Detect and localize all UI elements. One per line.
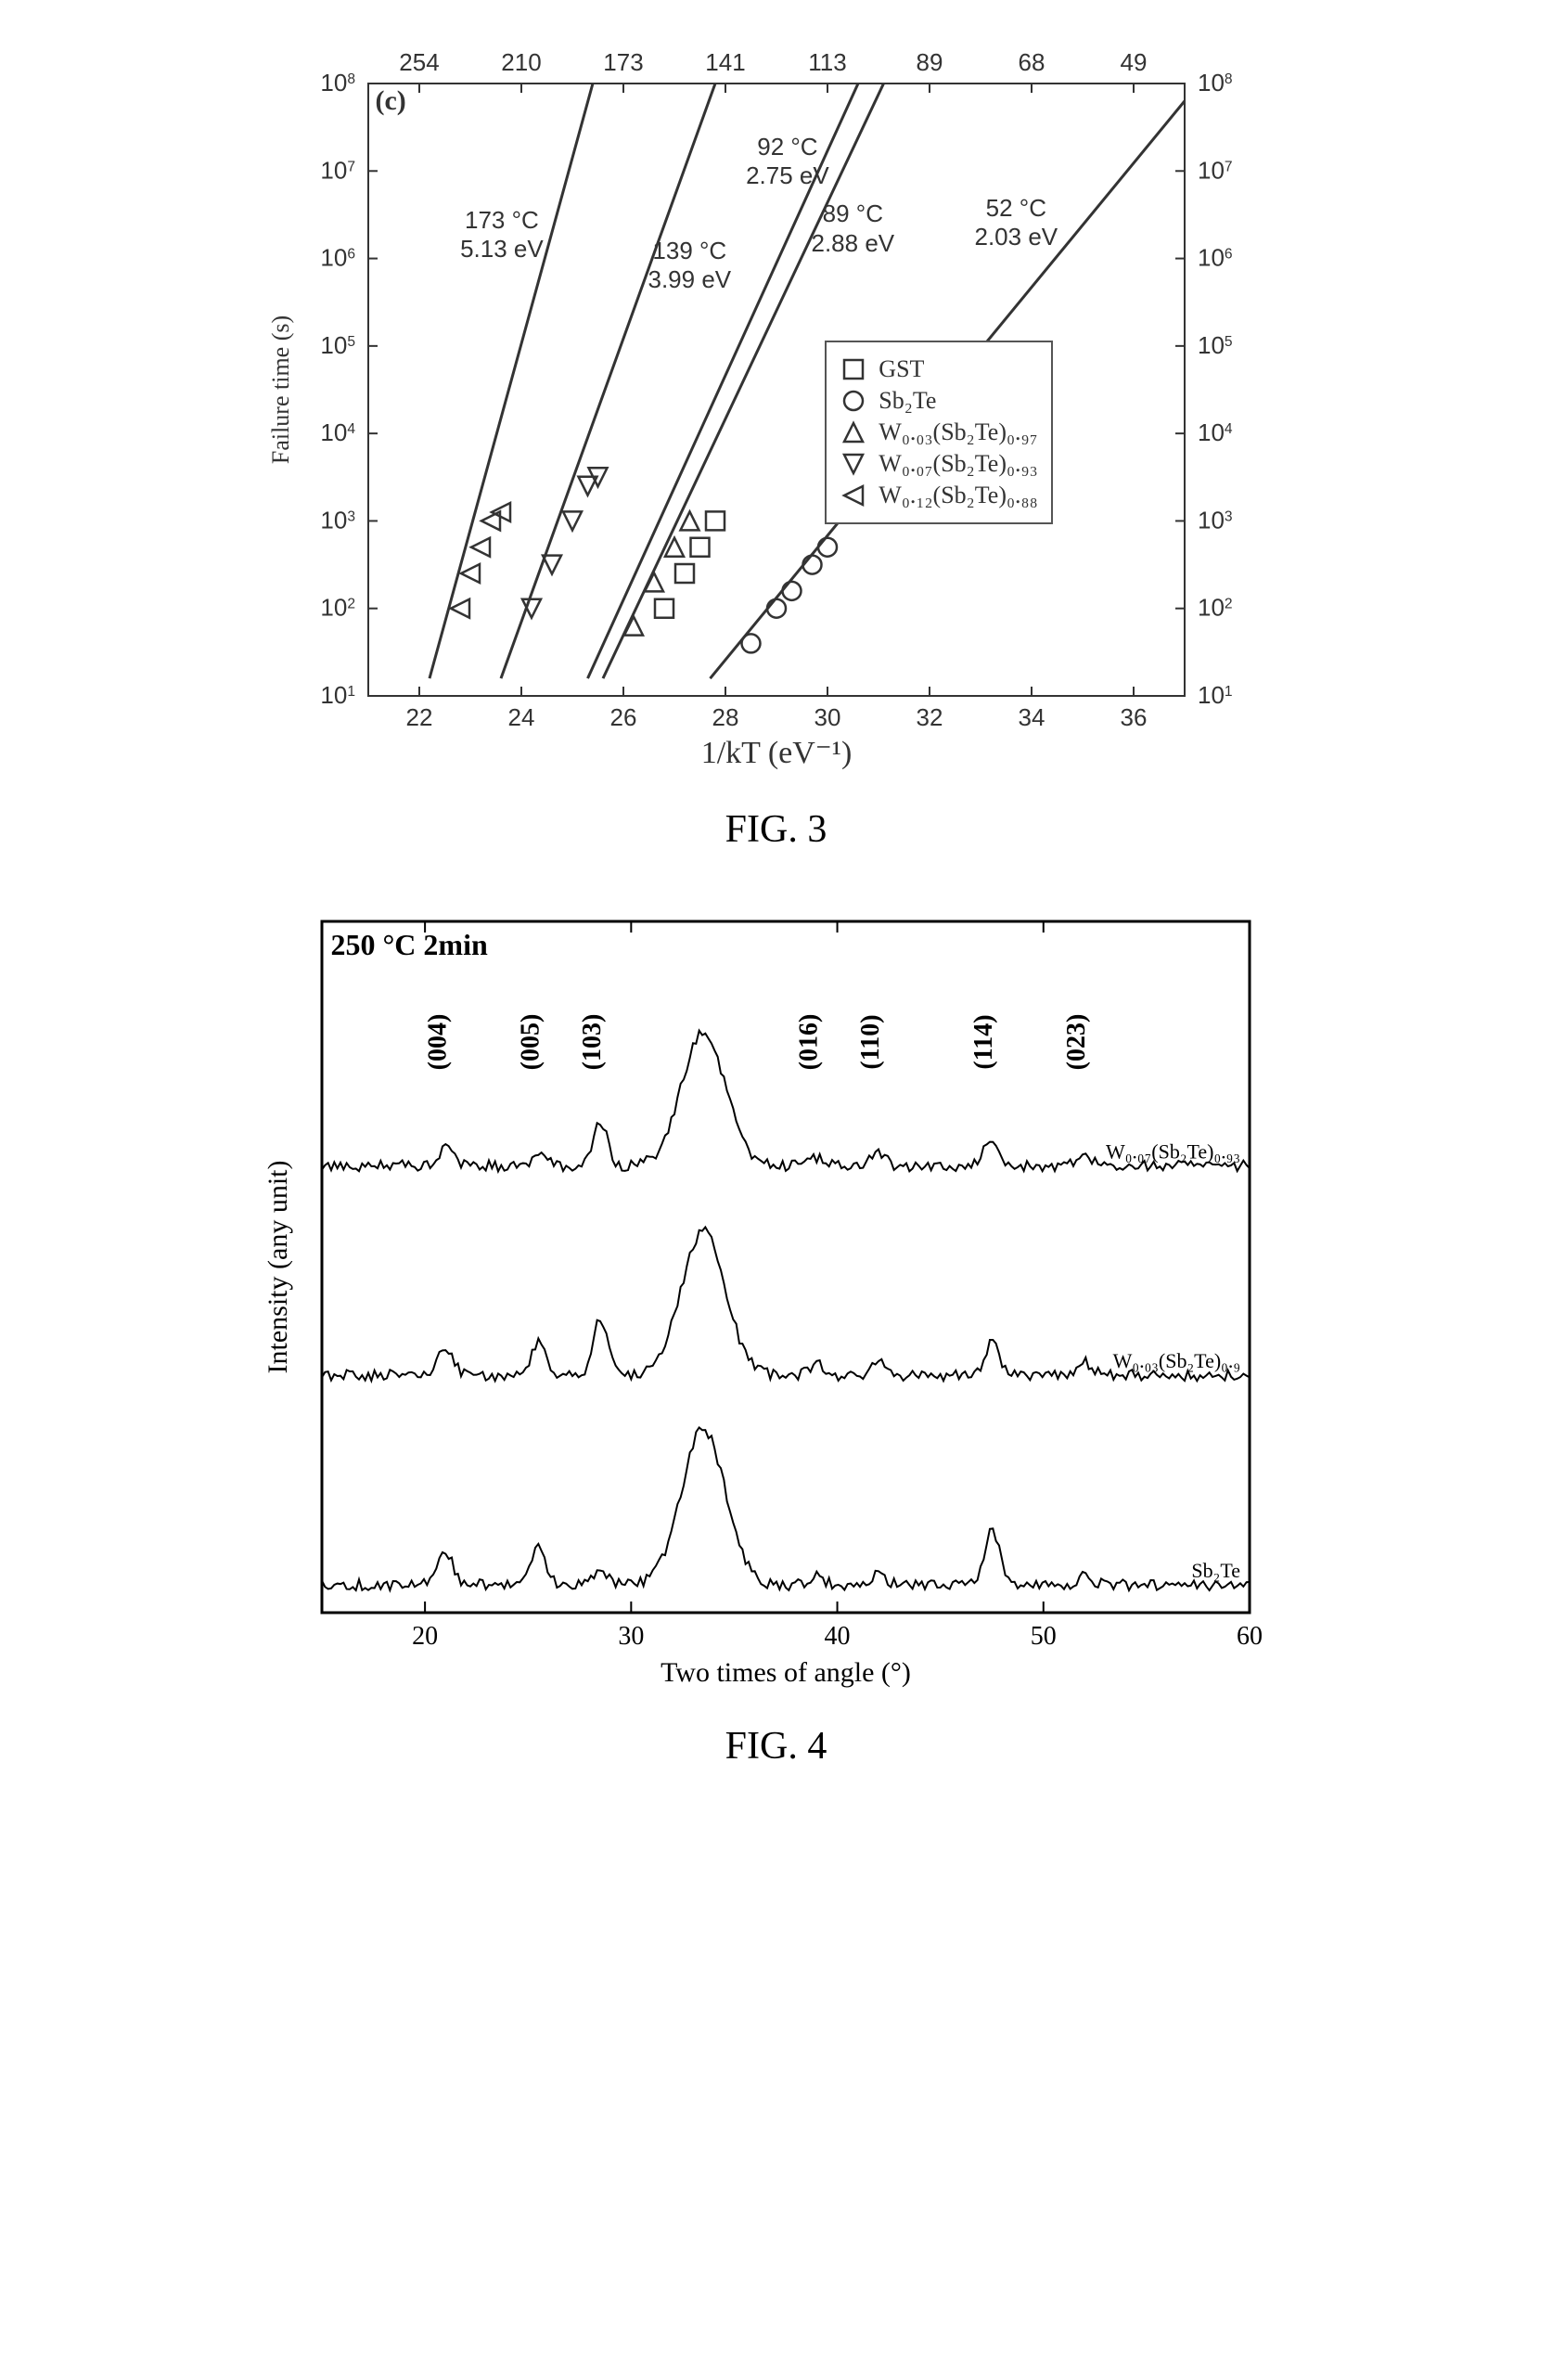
- svg-text:102: 102: [1198, 594, 1233, 622]
- svg-text:30: 30: [618, 1622, 644, 1651]
- svg-text:105: 105: [320, 331, 355, 359]
- svg-text:(103): (103): [578, 1014, 607, 1071]
- svg-text:105: 105: [1198, 331, 1233, 359]
- fig3-caption: FIG. 3: [266, 807, 1287, 852]
- svg-text:102: 102: [320, 594, 355, 622]
- svg-text:(004): (004): [423, 1014, 452, 1071]
- chart-annotation: 173 °C5.13 eV: [460, 206, 544, 264]
- svg-text:30: 30: [814, 703, 840, 731]
- svg-text:106: 106: [1198, 244, 1233, 272]
- svg-text:24: 24: [507, 703, 534, 731]
- figure-4: 20 30 40 50 60 Two times of angle (°) Intensit…: [266, 907, 1287, 1769]
- legend-item: W₀.₀₃(Sb₂Te)₀.₉₇: [840, 418, 1037, 446]
- svg-text:36: 36: [1120, 703, 1147, 731]
- svg-text:104: 104: [320, 418, 355, 446]
- chart-annotation: 89 °C2.88 eV: [812, 199, 895, 257]
- svg-text:W₀.₀₇(Sb₂Te)₀.₉₃: W₀.₀₇(Sb₂Te)₀.₉₃: [1105, 1139, 1239, 1163]
- fig3-chart: 22 24 26 28 30 32 34 36 254 210 173 141 113 89 68 49 101…: [266, 37, 1287, 779]
- legend-label: W₀.₀₇(Sb₂Te)₀.₉₃: [879, 450, 1037, 478]
- svg-text:103: 103: [320, 506, 355, 534]
- legend-label: W₀.₁₂(Sb₂Te)₀.₈₈: [879, 482, 1037, 509]
- svg-text:108: 108: [1198, 69, 1233, 96]
- svg-text:108: 108: [320, 69, 355, 96]
- svg-text:W₀.₀₃(Sb₂Te)₀.₉: W₀.₀₃(Sb₂Te)₀.₉: [1112, 1349, 1239, 1372]
- svg-text:50: 50: [1030, 1622, 1056, 1651]
- chart-annotation: 52 °C2.03 eV: [975, 194, 1058, 251]
- legend-label: GST: [879, 355, 924, 383]
- svg-text:(023): (023): [1062, 1014, 1091, 1071]
- fig4-chart: 20 30 40 50 60 Two times of angle (°) Intensit…: [266, 907, 1287, 1696]
- svg-text:254: 254: [399, 48, 439, 76]
- svg-text:Intensity (any unit): Intensity (any unit): [266, 1161, 293, 1374]
- chart-annotation: 92 °C2.75 eV: [746, 133, 829, 190]
- svg-text:32: 32: [916, 703, 943, 731]
- svg-text:49: 49: [1120, 48, 1147, 76]
- svg-text:(110): (110): [856, 1014, 885, 1069]
- svg-text:141: 141: [705, 48, 745, 76]
- svg-text:173: 173: [603, 48, 643, 76]
- chart-annotation: 139 °C3.99 eV: [648, 237, 732, 294]
- svg-text:Two times of angle (°): Two times of angle (°): [661, 1657, 911, 1688]
- figure-3: 22 24 26 28 30 32 34 36 254 210 173 141 113 89 68 49 101…: [266, 37, 1287, 852]
- svg-text:103: 103: [1198, 506, 1233, 534]
- svg-text:28: 28: [712, 703, 738, 731]
- legend-item: W₀.₀₇(Sb₂Te)₀.₉₃: [840, 450, 1037, 478]
- svg-text:107: 107: [1198, 156, 1233, 184]
- svg-text:107: 107: [320, 156, 355, 184]
- svg-text:Sb₂Te: Sb₂Te: [1191, 1559, 1240, 1582]
- svg-text:Failure time (s): Failure time (s): [267, 315, 294, 464]
- fig4-svg: 20 30 40 50 60 Two times of angle (°) Intensit…: [266, 907, 1287, 1696]
- fig3-legend: GST Sb₂Te W₀.₀₃(Sb₂Te)₀.₉₇ W₀.₀₇(Sb₂Te)₀.₉₃…: [825, 341, 1052, 524]
- svg-text:1/kT (eV⁻¹): 1/kT (eV⁻¹): [700, 736, 852, 770]
- svg-text:89: 89: [916, 48, 943, 76]
- legend-item: Sb₂Te: [840, 387, 1037, 415]
- svg-text:20: 20: [412, 1622, 438, 1651]
- svg-text:104: 104: [1198, 418, 1233, 446]
- legend-item: GST: [840, 355, 1037, 383]
- svg-text:(005): (005): [516, 1014, 545, 1071]
- panel-label: (c): [376, 85, 406, 117]
- svg-text:26: 26: [609, 703, 636, 731]
- svg-text:(016): (016): [794, 1014, 823, 1071]
- svg-text:113: 113: [808, 48, 846, 76]
- fig4-title: 250 °C 2min: [331, 928, 488, 962]
- fig4-caption: FIG. 4: [266, 1724, 1287, 1769]
- svg-text:101: 101: [1198, 681, 1233, 709]
- svg-text:101: 101: [320, 681, 355, 709]
- svg-text:40: 40: [824, 1622, 850, 1651]
- svg-text:(114): (114): [969, 1014, 998, 1069]
- legend-label: Sb₂Te: [879, 387, 936, 415]
- svg-text:22: 22: [405, 703, 432, 731]
- legend-label: W₀.₀₃(Sb₂Te)₀.₉₇: [879, 418, 1037, 446]
- svg-text:68: 68: [1018, 48, 1045, 76]
- legend-item: W₀.₁₂(Sb₂Te)₀.₈₈: [840, 482, 1037, 509]
- svg-text:60: 60: [1237, 1622, 1263, 1651]
- svg-text:210: 210: [501, 48, 541, 76]
- svg-text:106: 106: [320, 244, 355, 272]
- svg-text:34: 34: [1018, 703, 1045, 731]
